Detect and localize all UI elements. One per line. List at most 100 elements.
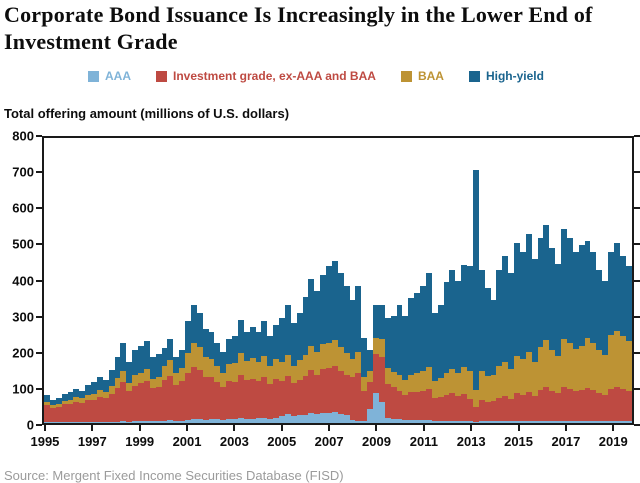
bar-segment: [496, 420, 503, 423]
bar-col: [343, 138, 350, 423]
bar-segment: [237, 418, 244, 423]
bar-segment: [508, 399, 514, 422]
bar-segment: [625, 266, 632, 342]
bar-segment: [232, 363, 238, 382]
bar-segment: [232, 419, 238, 423]
bar-segment: [337, 273, 344, 348]
bar-col: [326, 138, 332, 423]
bar-segment: [185, 373, 191, 420]
bar-segment: [155, 353, 162, 377]
bar-segment: [467, 371, 473, 400]
bar-col: [437, 138, 444, 423]
x-tick-mark: [375, 425, 378, 431]
y-tick-label: 700: [12, 164, 34, 180]
bar-segment: [449, 368, 456, 394]
bar-col: [561, 138, 567, 423]
y-tick-label: 500: [12, 236, 34, 252]
bar-segment: [173, 373, 180, 386]
x-tick-label: 1997: [77, 434, 107, 449]
bar-segment: [73, 402, 80, 422]
bar-segment: [326, 266, 332, 344]
bar-segment: [331, 366, 338, 413]
bar-segment: [355, 352, 362, 373]
bar-segment: [396, 419, 403, 423]
bar-segment: [472, 407, 479, 422]
bar-segment: [267, 335, 274, 367]
bar-segment: [167, 359, 174, 376]
bar-col: [126, 138, 133, 423]
x-tick-mark: [517, 425, 520, 431]
bar-segment: [202, 328, 209, 358]
bar-segment: [584, 338, 591, 389]
bar-segment: [537, 237, 544, 347]
bar-segment: [543, 340, 550, 387]
bar-col: [179, 138, 185, 423]
bar-segment: [461, 393, 467, 421]
bar-segment: [572, 348, 579, 391]
y-tick-mark: [36, 315, 42, 318]
bar-segment: [425, 273, 432, 368]
bar-segment: [561, 386, 567, 421]
bar-segment: [102, 379, 109, 393]
bar-segment: [613, 243, 620, 331]
bar-col: [49, 138, 56, 423]
bar-segment: [55, 398, 62, 405]
bar-segment: [502, 255, 509, 363]
bar-col: [337, 138, 344, 423]
bar-segment: [132, 349, 138, 375]
bar-segment: [55, 422, 62, 423]
bar-segment: [408, 392, 415, 421]
bar-col: [279, 138, 285, 423]
bar-col: [596, 138, 603, 423]
bar-segment: [102, 421, 109, 423]
y-axis-labels: 0 100 200 300 400 500 600 700 800: [0, 129, 36, 433]
bar-segment: [537, 389, 544, 421]
bar-segment: [61, 393, 68, 401]
y-tick-mark: [634, 315, 640, 318]
legend-label-aaa: AAA: [105, 69, 131, 83]
bar-segment: [467, 421, 473, 423]
bar-segment: [161, 420, 168, 423]
bar-col: [625, 138, 632, 423]
bar-segment: [625, 341, 632, 391]
bar-segment: [314, 414, 321, 423]
legend-label-baa: BAA: [417, 69, 444, 83]
bar-segment: [596, 349, 603, 393]
bar-segment: [420, 420, 426, 423]
bar-segment: [414, 391, 420, 421]
bar-segment: [143, 380, 150, 421]
x-tick-label: 2019: [598, 434, 628, 449]
bar-segment: [355, 285, 362, 353]
y-tick-mark: [634, 351, 640, 354]
bar-segment: [602, 280, 608, 355]
bar-segment: [414, 373, 420, 392]
bar-segment: [449, 269, 456, 369]
bar-segment: [314, 291, 321, 353]
bar-segment: [114, 387, 121, 422]
bar-col: [96, 138, 103, 423]
x-tick-label: 2013: [456, 434, 486, 449]
bar-segment: [578, 346, 585, 390]
bar-segment: [549, 248, 556, 350]
bar-segment: [361, 390, 368, 422]
bar-segment: [402, 420, 409, 423]
bar-segment: [161, 379, 168, 421]
bar-segment: [220, 387, 227, 420]
bar-segment: [284, 414, 291, 423]
bar-segment: [120, 382, 127, 422]
y-tick-mark: [36, 171, 42, 174]
bar-segment: [420, 371, 426, 391]
bar-segment: [290, 323, 297, 367]
bar-segment: [167, 339, 174, 360]
bar-segment: [531, 362, 538, 397]
y-tick-mark: [634, 171, 640, 174]
bar-segment: [161, 348, 168, 367]
bar-segment: [396, 374, 403, 391]
bar-segment: [490, 300, 497, 375]
bar-col: [490, 138, 497, 423]
bar-segment: [138, 346, 144, 373]
bar-segment: [267, 383, 274, 419]
bar-segment: [367, 408, 373, 423]
bar-segment: [261, 356, 268, 377]
bar-segment: [155, 420, 162, 423]
